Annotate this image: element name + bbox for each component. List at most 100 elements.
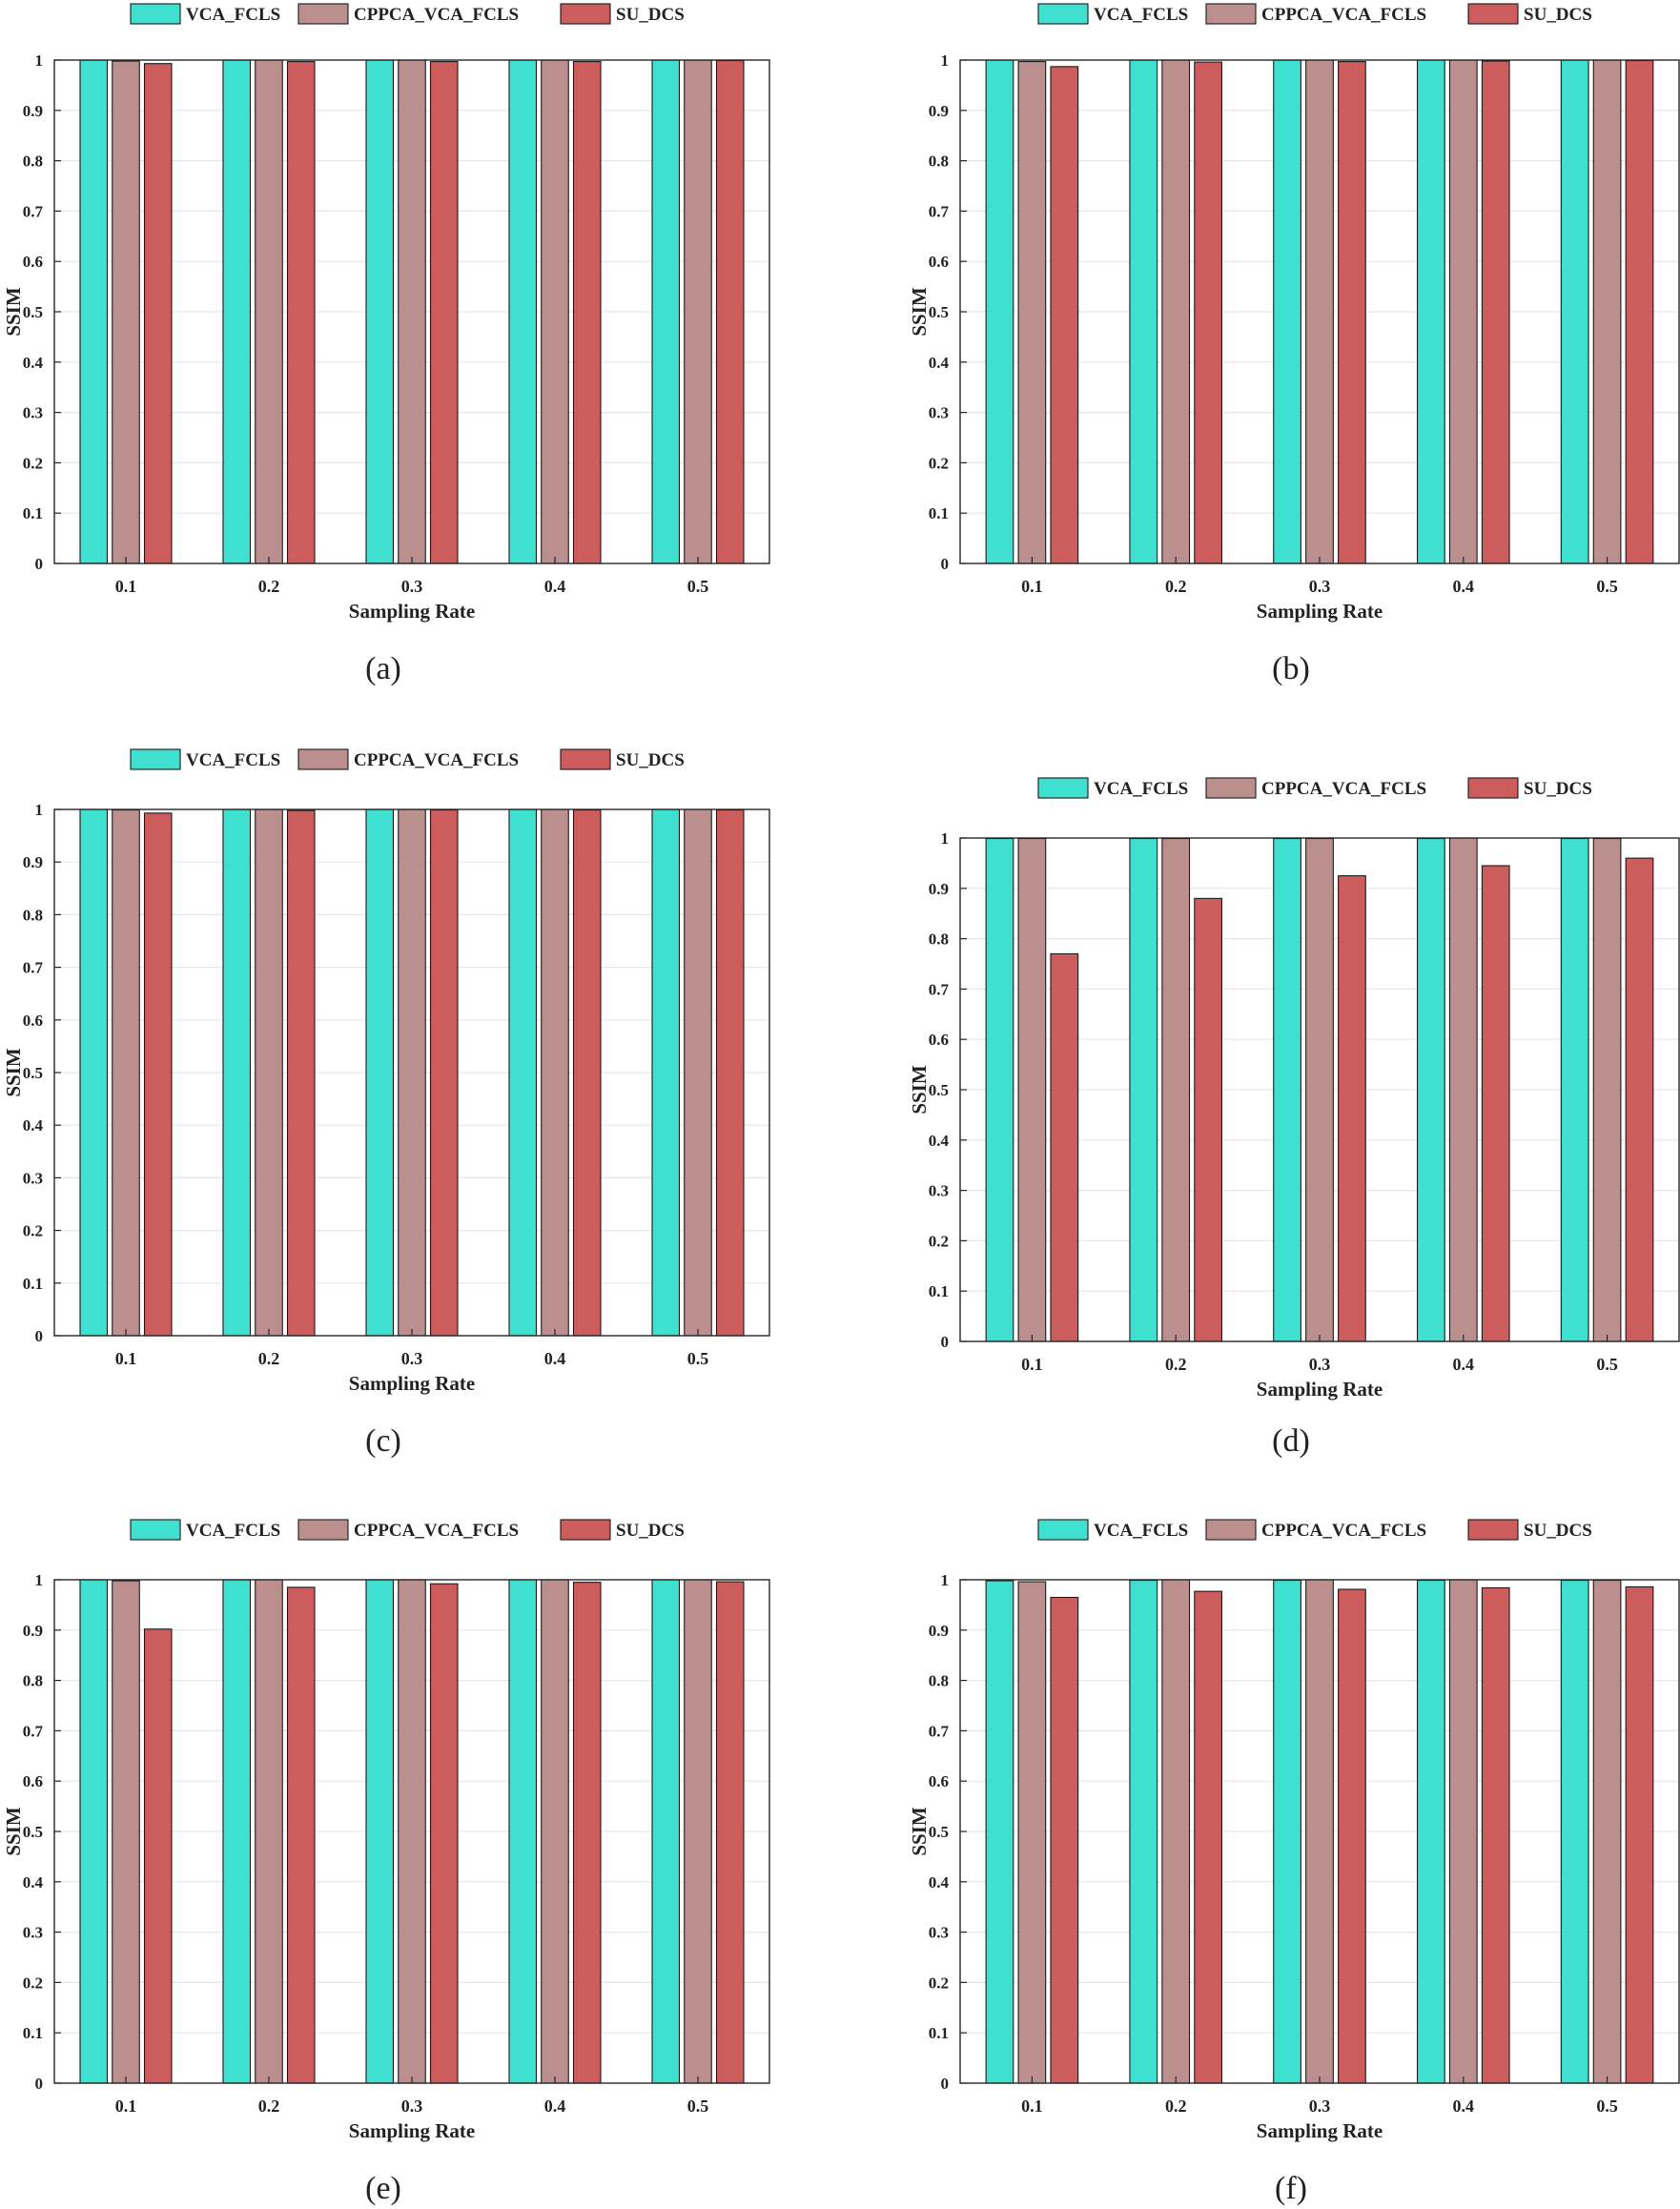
legend: VCA_FCLS CPPCA_VCA_FCLS SU_DCS bbox=[130, 1519, 685, 1541]
legend-label: VCA_FCLS bbox=[1094, 779, 1188, 799]
bar-vca-fcls bbox=[222, 1579, 252, 2084]
bar-su-dcs bbox=[572, 1582, 602, 2084]
x-tick-label: 0.2 bbox=[258, 577, 280, 596]
y-tick-label: 0.8 bbox=[929, 931, 949, 949]
bar-su-dcs bbox=[1194, 61, 1223, 564]
x-tick-label: 0.3 bbox=[401, 2097, 423, 2116]
y-tick-label: 0.7 bbox=[23, 1722, 44, 1740]
legend: VCA_FCLS CPPCA_VCA_FCLS SU_DCS bbox=[1037, 777, 1592, 799]
legend-label: SU_DCS bbox=[1524, 5, 1592, 25]
y-tick-label: 0.9 bbox=[929, 1622, 949, 1640]
bar-vca-fcls bbox=[1273, 59, 1301, 564]
x-tick-label: 0.1 bbox=[115, 2097, 137, 2116]
panel-caption: (f) bbox=[1275, 2171, 1307, 2206]
legend: VCA_FCLS CPPCA_VCA_FCLS SU_DCS bbox=[130, 748, 685, 770]
panel-caption: (c) bbox=[365, 1423, 401, 1459]
x-axis-label: Sampling Rate bbox=[1257, 600, 1383, 623]
bar-su-dcs bbox=[286, 809, 316, 1337]
chart-panel-f: 0 0.1 0.2 0.3 0.4 0.5 0.6 0.7 0.8 0.9 1 0.1 0.2 0.3 0.… bbox=[908, 1519, 1680, 2206]
legend-label: SU_DCS bbox=[616, 5, 685, 25]
legend-swatch-cppca-vca-fcls bbox=[1205, 3, 1257, 25]
bar-vca-fcls bbox=[1129, 837, 1158, 1342]
x-tick-label: 0.5 bbox=[687, 2097, 709, 2116]
y-tick-label: 0.6 bbox=[23, 1012, 43, 1030]
legend-swatch-su-dcs bbox=[1467, 1519, 1519, 1541]
bar-vca-fcls bbox=[651, 808, 681, 1337]
bar-vca-fcls bbox=[79, 59, 109, 564]
bar-cppca-vca-fcls bbox=[398, 59, 426, 564]
legend-swatch-cppca-vca-fcls bbox=[297, 748, 349, 770]
bar-cppca-vca-fcls bbox=[1592, 59, 1622, 564]
legend-label: CPPCA_VCA_FCLS bbox=[1261, 779, 1426, 799]
bar-vca-fcls bbox=[1416, 1579, 1445, 2084]
x-tick-label: 0.5 bbox=[1596, 577, 1618, 596]
bar-vca-fcls bbox=[222, 59, 252, 564]
legend-label: SU_DCS bbox=[1524, 779, 1592, 799]
y-tick-label: 0.7 bbox=[929, 1722, 950, 1740]
bar-cppca-vca-fcls bbox=[1448, 1579, 1478, 2084]
bar-vca-fcls bbox=[1560, 837, 1589, 1342]
bar-su-dcs bbox=[1338, 1588, 1366, 2084]
bar-cppca-vca-fcls bbox=[684, 808, 712, 1337]
bar-vca-fcls bbox=[365, 1579, 395, 2084]
y-tick-label: 0.8 bbox=[929, 153, 949, 171]
legend-swatch-vca-fcls bbox=[1037, 3, 1089, 25]
x-tick-label: 0.2 bbox=[1165, 1355, 1187, 1374]
y-axis-label: SSIM bbox=[908, 1065, 931, 1115]
legend-swatch-cppca-vca-fcls bbox=[1205, 777, 1257, 799]
legend-label: CPPCA_VCA_FCLS bbox=[354, 5, 519, 25]
bar-su-dcs bbox=[1481, 1586, 1510, 2084]
chart-panel-e: 0 0.1 0.2 0.3 0.4 0.5 0.6 0.7 0.8 0.9 1 0.1 0.2 0.3 0.… bbox=[2, 1519, 770, 2206]
y-tick-label: 0 bbox=[35, 555, 44, 573]
x-axis-label: Sampling Rate bbox=[349, 2119, 475, 2142]
y-tick-label: 0.4 bbox=[23, 354, 44, 372]
y-tick-label: 0.1 bbox=[929, 1282, 949, 1300]
x-tick-label: 0.5 bbox=[1596, 1355, 1618, 1374]
x-tick-label: 0.3 bbox=[401, 1349, 423, 1368]
bar-su-dcs bbox=[1625, 59, 1654, 564]
axes-box bbox=[53, 1579, 770, 2084]
y-tick-label: 1 bbox=[941, 829, 950, 848]
y-tick-label: 0.3 bbox=[929, 404, 949, 422]
y-tick-label: 0.7 bbox=[23, 959, 44, 977]
legend-label: CPPCA_VCA_FCLS bbox=[1261, 5, 1426, 25]
y-tick-label: 0.5 bbox=[23, 303, 43, 321]
y-tick-label: 0.9 bbox=[929, 880, 949, 898]
y-tick-label: 0.5 bbox=[929, 1081, 949, 1099]
bar-su-dcs bbox=[286, 1586, 316, 2084]
y-tick-label: 0.5 bbox=[23, 1823, 43, 1841]
y-tick-label: 0.3 bbox=[23, 1924, 43, 1942]
bar-cppca-vca-fcls bbox=[398, 1579, 426, 2084]
x-tick-label: 0.4 bbox=[1453, 2097, 1475, 2116]
y-tick-label: 0.6 bbox=[929, 1772, 949, 1790]
y-tick-label: 0 bbox=[35, 2075, 44, 2093]
bar-cppca-vca-fcls bbox=[1592, 1579, 1622, 2084]
legend-swatch-vca-fcls bbox=[1037, 777, 1089, 799]
legend-label: VCA_FCLS bbox=[1094, 5, 1188, 25]
x-tick-label: 0.4 bbox=[1453, 577, 1475, 596]
x-axis-label: Sampling Rate bbox=[1257, 2119, 1383, 2142]
y-tick-label: 0.2 bbox=[929, 454, 949, 472]
bar-cppca-vca-fcls bbox=[1017, 1581, 1047, 2084]
y-tick-label: 0 bbox=[941, 1333, 950, 1351]
y-tick-label: 0.4 bbox=[929, 354, 950, 372]
bar-vca-fcls bbox=[651, 59, 681, 564]
x-axis-label: Sampling Rate bbox=[349, 600, 475, 623]
y-tick-label: 0.2 bbox=[23, 1974, 43, 1992]
bar-su-dcs bbox=[1050, 1596, 1079, 2084]
x-tick-label: 0.3 bbox=[1309, 1355, 1331, 1374]
x-tick-label: 0.5 bbox=[687, 577, 709, 596]
legend-label: VCA_FCLS bbox=[1094, 1521, 1188, 1541]
bar-cppca-vca-fcls bbox=[1017, 837, 1047, 1342]
y-tick-label: 0.5 bbox=[929, 303, 949, 321]
y-tick-label: 0.9 bbox=[23, 853, 43, 871]
legend-swatch-su-dcs bbox=[560, 748, 611, 770]
bar-vca-fcls bbox=[1273, 1579, 1301, 2084]
x-tick-label: 0.1 bbox=[115, 577, 137, 596]
bar-su-dcs bbox=[1481, 865, 1510, 1342]
bar-vca-fcls bbox=[79, 808, 109, 1337]
bar-su-dcs bbox=[143, 1628, 173, 2084]
y-tick-label: 0.6 bbox=[23, 253, 43, 271]
bar-su-dcs bbox=[1481, 60, 1510, 564]
